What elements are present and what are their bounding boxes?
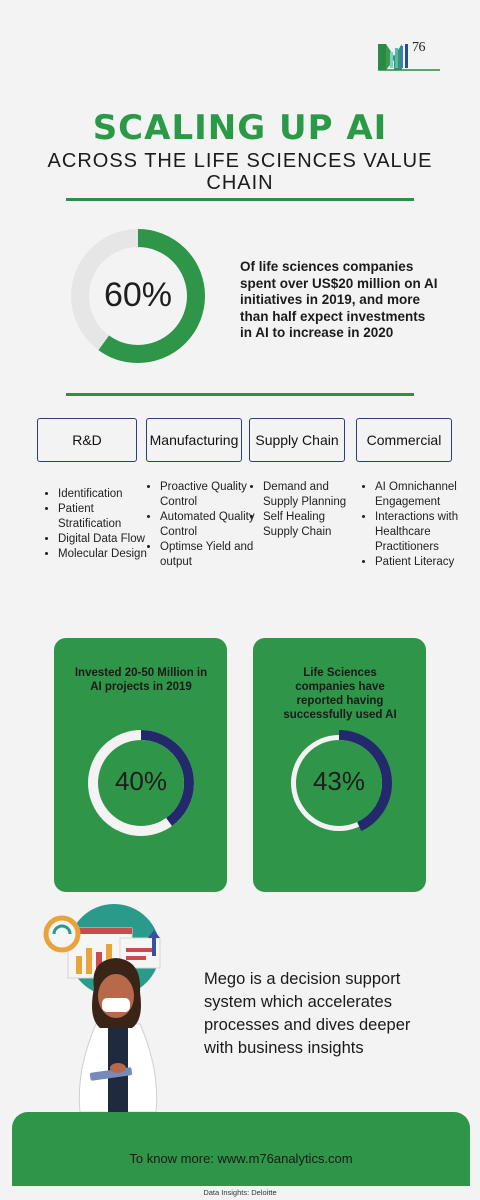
list-item: Digital Data Flow (58, 532, 154, 547)
rnd-list: Identification Patient Stratification Di… (44, 487, 154, 562)
donut-40-percent (88, 730, 194, 836)
list-item: Optimse Yield and output (160, 540, 256, 570)
donut-60-label: 60% (103, 276, 173, 314)
donut-43-label: 43% (312, 766, 366, 796)
m76-logo (378, 44, 440, 71)
donut-43-percent (286, 730, 392, 836)
category-supply-chain-box: Supply Chain (249, 418, 345, 462)
list-item: Automated Quality Control (160, 510, 256, 540)
source-note: Data Insights: Deloitte (203, 1188, 277, 1197)
logo-text: 76 (412, 40, 426, 55)
card-invested-title: Invested 20-50 Million in AI projects in… (74, 667, 208, 693)
list-item: Self Healing Supply Chain (263, 510, 359, 540)
donut-40-label: 40% (114, 766, 168, 796)
list-item: Molecular Design (58, 547, 154, 562)
stat-description: Of life sciences companies spent over US… (240, 259, 438, 340)
list-item: Identification (58, 487, 154, 502)
list-item: Demand and Supply Planning (263, 480, 359, 510)
manufacturing-list: Proactive Quality Control Automated Qual… (146, 480, 256, 570)
list-item: Proactive Quality Control (160, 480, 256, 510)
list-item: AI Omnichannel Engagement (375, 480, 467, 510)
commercial-list: AI Omnichannel Engagement Interactions w… (361, 480, 467, 570)
page-title: SCALING UP AI (92, 108, 388, 148)
supply-chain-list: Demand and Supply Planning Self Healing … (249, 480, 359, 540)
donut-60-arc (71, 229, 205, 363)
category-rnd-box: R&D (37, 418, 137, 462)
list-item: Interactions with Healthcare Practitione… (375, 510, 467, 555)
donut-40-arc (88, 730, 194, 836)
category-manufacturing-box: Manufacturing (146, 418, 242, 462)
mego-description: Mego is a decision support system which … (204, 970, 411, 1057)
footer-link-text: To know more: www.m76analytics.com (129, 1151, 353, 1166)
divider-middle (66, 393, 414, 396)
page-subtitle: ACROSS THE LIFE SCIENCES VALUE CHAIN (47, 150, 433, 194)
list-item: Patient Literacy (375, 555, 467, 570)
card-used-ai-title: Life Sciences companies have reported ha… (283, 667, 397, 721)
divider-top (66, 198, 414, 201)
list-item: Patient Stratification (58, 502, 154, 532)
donut-60-percent (71, 229, 205, 363)
category-commercial-box: Commercial (356, 418, 452, 462)
footer-bar (12, 1112, 470, 1186)
donut-43-arc (286, 730, 392, 836)
doctor-illustration (43, 904, 161, 1113)
